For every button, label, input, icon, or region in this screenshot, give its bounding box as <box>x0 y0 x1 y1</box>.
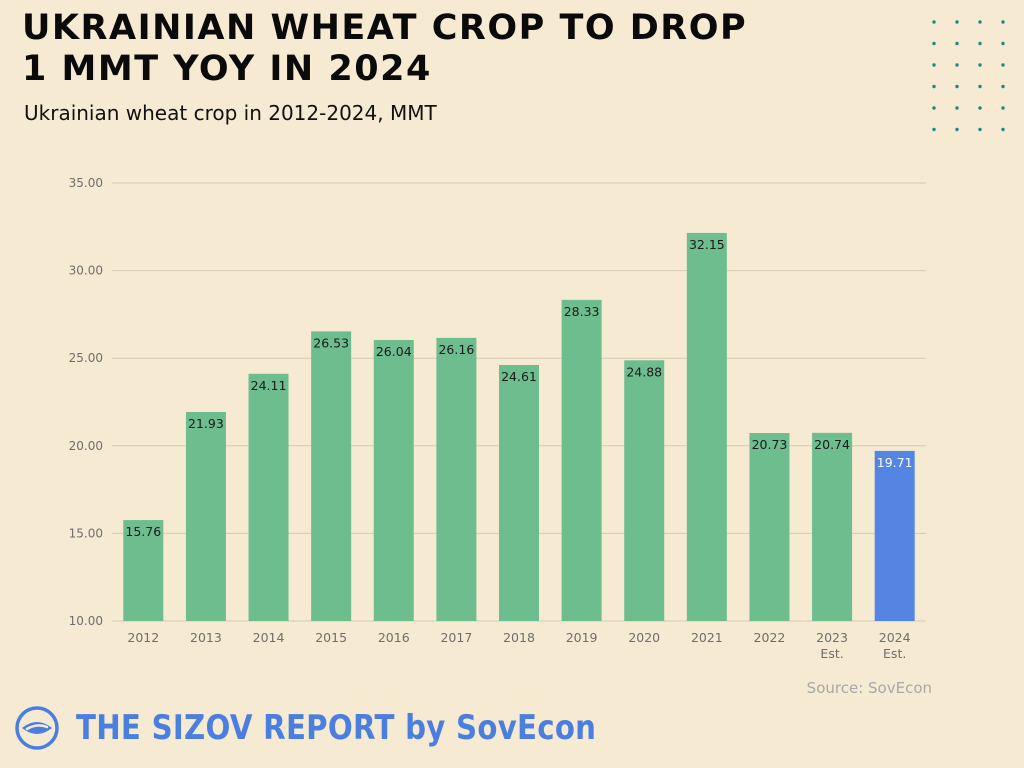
decor-dot <box>978 106 982 110</box>
decor-dot <box>932 20 936 24</box>
bar <box>123 520 164 621</box>
decor-dot <box>1001 63 1005 67</box>
bar <box>686 232 727 621</box>
x-tick-label: 2018 <box>503 630 535 645</box>
decor-dot <box>932 127 936 132</box>
data-label: 20.74 <box>814 437 850 452</box>
decor-dot <box>1001 41 1005 46</box>
bar <box>248 373 289 621</box>
footer: THE SIZOV REPORT by SovEcon <box>14 702 681 754</box>
y-tick-label: 10.00 <box>69 614 103 628</box>
decor-dot <box>1001 127 1005 132</box>
y-tick-label: 35.00 <box>69 176 103 190</box>
x-tick-label: 2017 <box>440 630 472 645</box>
x-tick-label: 2024 Est. <box>879 630 911 661</box>
data-label: 15.76 <box>125 524 161 539</box>
decor-dot <box>978 84 982 89</box>
decor-dot <box>978 20 982 24</box>
data-label: 19.71 <box>877 455 913 470</box>
x-tick-label: 2014 <box>253 630 285 645</box>
data-label: 32.15 <box>689 237 725 252</box>
data-label: 26.16 <box>438 342 474 357</box>
decor-dot <box>955 106 959 110</box>
headline-line-1: UKRAINIAN WHEAT CROP TO DROP <box>22 8 748 48</box>
decor-dot <box>1001 84 1005 89</box>
y-tick-label: 30.00 <box>69 264 103 278</box>
source-note: Source: SovEcon <box>806 679 932 697</box>
x-tick-label: 2021 <box>691 630 723 645</box>
decor-dot <box>1001 20 1005 24</box>
x-tick-label: 2013 <box>190 630 222 645</box>
bar-chart: 10.00 15.00 20.00 25.00 30.00 35.00 15.76 2012 2… <box>0 160 1024 680</box>
y-tick-label: 15.00 <box>69 526 103 540</box>
bar <box>436 337 477 621</box>
data-label: 21.93 <box>188 416 224 431</box>
data-label: 24.11 <box>251 378 287 393</box>
x-tick-label: 2015 <box>315 630 347 645</box>
decor-dot <box>955 84 959 89</box>
y-tick-label: 25.00 <box>69 351 103 365</box>
bar <box>749 433 790 621</box>
decor-dot <box>978 127 982 132</box>
bar <box>185 411 226 621</box>
decor-dot <box>932 41 936 46</box>
x-tick-label: 2016 <box>378 630 410 645</box>
data-label: 28.33 <box>564 304 600 319</box>
bar <box>373 339 414 621</box>
x-tick-label: 2020 <box>628 630 660 645</box>
chart-svg: 10.00 15.00 20.00 25.00 30.00 35.00 15.76 2012 2… <box>69 176 926 661</box>
bar <box>812 432 853 621</box>
decor-dot <box>1001 106 1005 110</box>
x-tick-label: 2019 <box>566 630 598 645</box>
decor-dot <box>955 41 959 46</box>
bar <box>499 365 539 621</box>
headline: UKRAINIAN WHEAT CROP TO DROP 1 MMT YOY I… <box>22 8 747 90</box>
headline-line-2: 1 MMT YOY IN 2024 <box>22 49 432 89</box>
data-label: 26.53 <box>313 335 349 350</box>
decor-dot <box>932 106 936 110</box>
dot-grid-icon <box>932 20 1005 132</box>
data-label: 20.73 <box>752 437 788 452</box>
data-label: 24.61 <box>501 369 537 384</box>
bar <box>624 360 665 621</box>
bar <box>874 450 915 621</box>
y-tick-label: 20.00 <box>69 439 103 453</box>
chart-subtitle: Ukrainian wheat crop in 2012-2024, MMT <box>24 101 437 125</box>
x-tick-label: 2023 Est. <box>816 630 848 661</box>
decor-dot <box>932 84 936 89</box>
x-tick-label: 2012 <box>127 630 159 645</box>
decor-dot <box>978 41 982 46</box>
decor-dot <box>932 63 936 67</box>
decor-dot <box>978 63 982 67</box>
decor-dot <box>955 127 959 132</box>
decor-dot <box>955 63 959 67</box>
bar <box>561 299 602 621</box>
eye-logo-icon <box>15 706 59 750</box>
bar <box>311 331 352 621</box>
footer-brand: THE SIZOV REPORT by SovEcon <box>76 708 597 748</box>
x-tick-label: 2022 <box>754 630 786 645</box>
data-label: 26.04 <box>376 344 412 359</box>
decor-dot <box>955 20 959 24</box>
data-label: 24.88 <box>626 364 662 379</box>
